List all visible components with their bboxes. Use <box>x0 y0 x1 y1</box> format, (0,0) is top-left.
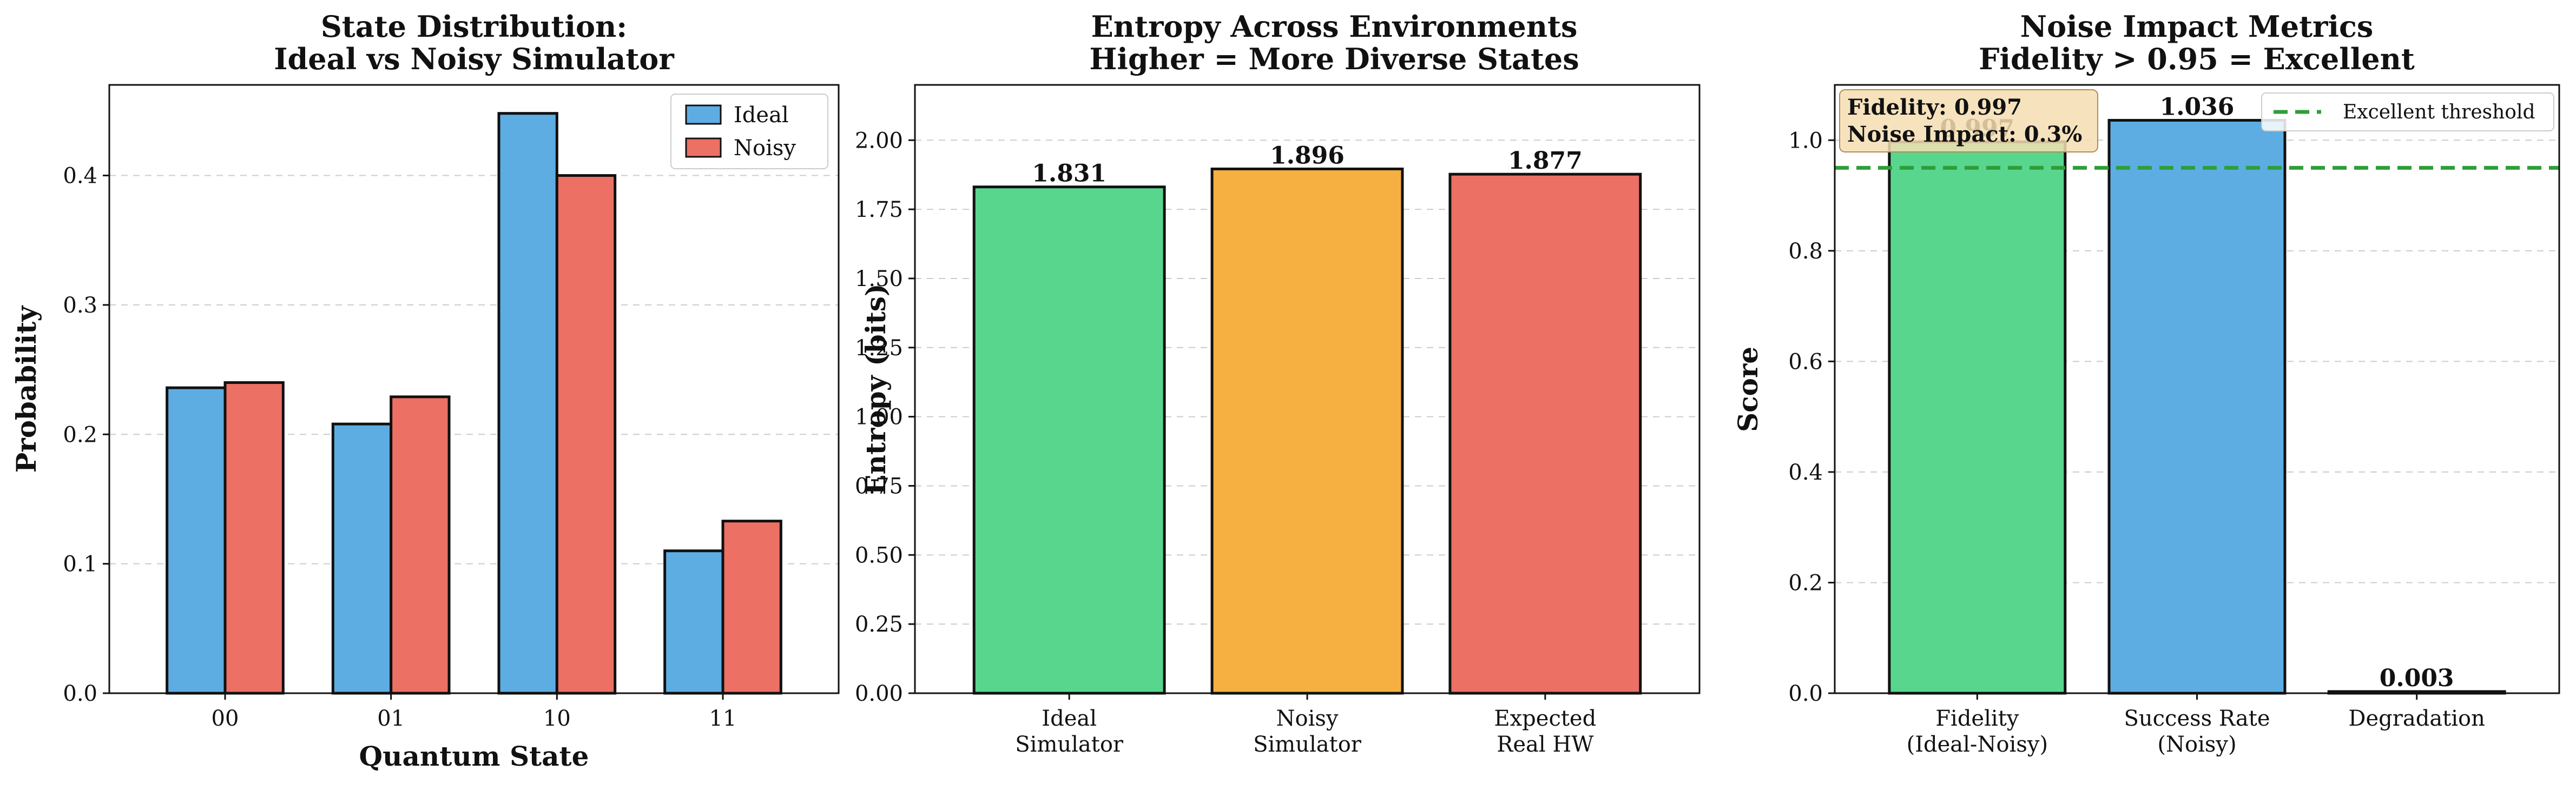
chart2-value-labels: 1.831 1.896 1.877 <box>1032 142 1582 187</box>
chart2-title-line1: Entropy Across Environments <box>1091 9 1578 44</box>
chart1-x-axis-label: Quantum State <box>359 740 589 772</box>
panel-entropy: Entropy Across Environments Higher = Mor… <box>855 9 1701 757</box>
chart1-legend-swatch-ideal <box>685 104 722 125</box>
chart1-x-tick-label-10: 10 <box>543 706 571 731</box>
chart3-y-tick-label: 0.0 <box>1788 681 1823 706</box>
bar-expected <box>1448 172 1642 695</box>
bar-noisy-01 <box>390 395 451 695</box>
panel-noise-impact: Noise Impact Metrics Fidelity > 0.95 = E… <box>1732 9 2560 757</box>
chart2-y-tick-label: 1.75 <box>855 197 903 222</box>
chart2-x-ticks: IdealSimulatorNoisySimulatorExpectedReal… <box>1015 693 1596 757</box>
chart2-y-tick-label: 1.00 <box>855 405 903 430</box>
chart2-y-tick-label: 2.00 <box>855 128 903 153</box>
chart2-bars <box>972 167 1642 695</box>
bar-ideal <box>972 185 1166 695</box>
value-label-degradation: 0.003 <box>2380 665 2454 692</box>
chart3-annotation-background <box>1839 89 2098 152</box>
chart1-x-tick-label-00: 00 <box>212 706 239 731</box>
chart1-legend: Ideal Noisy <box>670 94 828 169</box>
chart1-y-tick-label: 0.1 <box>63 552 97 577</box>
value-label-success-rate: 1.036 <box>2160 93 2235 121</box>
chart3-annotation-box: Fidelity: 0.997 Noise Impact: 0.3% <box>1839 89 2098 152</box>
bar-ideal-00 <box>166 386 227 695</box>
chart3-y-tick-label: 0.2 <box>1788 570 1823 595</box>
chart2-x-tick-label-expected-real-hw: Real HW <box>1497 732 1593 757</box>
bar-fidelity <box>1888 140 2067 695</box>
chart1-legend-label-ideal: Ideal <box>734 103 789 128</box>
chart2-y-tick-label: 0.25 <box>855 612 903 637</box>
chart2-y-tick-label: 0.50 <box>855 543 903 568</box>
bar-noisy <box>1210 167 1404 695</box>
chart3-x-tick-label-degradation: Degradation <box>2348 706 2485 731</box>
chart1-y-axis-label: Probability <box>10 305 42 473</box>
chart2-title-line2: Higher = More Diverse States <box>1089 42 1579 76</box>
chart3-y-tick-label: 0.6 <box>1788 349 1823 374</box>
chart1-legend-label-noisy: Noisy <box>734 136 796 161</box>
value-label-expected: 1.877 <box>1508 147 1583 175</box>
bar-ideal-10 <box>497 112 558 695</box>
chart3-annotation-noise-impact: Noise Impact: 0.3% <box>1847 122 2082 147</box>
chart2-x-tick-label-noisy-simulator: Noisy <box>1276 706 1339 731</box>
chart3-x-tick-label-fidelity-ideal-noisy: Fidelity <box>1935 706 2019 731</box>
chart1-y-tick-label: 0.4 <box>63 164 97 189</box>
bar-noisy-11 <box>721 520 782 695</box>
chart3-x-tick-label-success-rate-noisy: Success Rate <box>2124 706 2270 731</box>
chart2-y-ticks: 0.00 0.25 0.50 0.75 1.00 1.25 1.50 1.75 2.00 <box>855 128 915 706</box>
chart3-y-axis-label: Score <box>1732 347 1764 432</box>
chart2-y-axis-label: Entropy (bits) <box>860 283 892 495</box>
chart3-y-tick-label: 0.4 <box>1788 460 1823 485</box>
chart2-x-tick-label-expected-real-hw: Expected <box>1494 706 1596 731</box>
chart3-y-tick-label: 0.8 <box>1788 239 1823 264</box>
value-label-noisy: 1.896 <box>1270 142 1345 169</box>
panel-state-distribution: State Distribution: Ideal vs Noisy Simul… <box>10 9 840 772</box>
chart1-x-tick-label-11: 11 <box>709 706 737 731</box>
bar-ideal-11 <box>663 549 724 695</box>
chart1-y-tick-label: 0.2 <box>63 422 97 447</box>
chart3-x-ticks: Fidelity(Ideal-Noisy) Success Rate(Noisy)… <box>1907 693 2485 757</box>
bar-success-rate <box>2107 118 2287 695</box>
chart2-x-tick-label-noisy-simulator: Simulator <box>1253 732 1362 757</box>
chart2-y-tick-label: 1.25 <box>855 336 903 361</box>
chart2-x-tick-label-ideal-simulator: Simulator <box>1015 732 1124 757</box>
value-label-ideal: 1.831 <box>1032 160 1106 188</box>
bar-noisy-10 <box>555 174 617 695</box>
chart1-title-line2: Ideal vs Noisy Simulator <box>274 42 674 76</box>
chart1-x-ticks: 00 01 10 11 <box>212 693 737 731</box>
chart3-y-tick-label: 1.0 <box>1788 128 1823 153</box>
chart3-title-line2: Fidelity > 0.95 = Excellent <box>1979 42 2415 76</box>
chart2-y-tick-label: 1.50 <box>855 267 903 291</box>
bar-ideal-01 <box>331 422 393 695</box>
chart3-legend-label-threshold: Excellent threshold <box>2343 101 2535 123</box>
chart3-legend-box <box>2261 92 2554 131</box>
chart1-bars <box>166 112 782 695</box>
chart3-y-ticks: 0.0 0.2 0.4 0.6 0.8 1.0 <box>1788 128 1835 706</box>
chart3-annotation-fidelity: Fidelity: 0.997 <box>1847 95 2022 120</box>
chart1-title-line1: State Distribution: <box>321 9 627 44</box>
chart1-y-tick-label: 0.0 <box>63 681 97 706</box>
chart3-x-tick-label-success-rate-noisy: (Noisy) <box>2157 732 2236 757</box>
chart3-title-line1: Noise Impact Metrics <box>2020 9 2374 44</box>
chart1-y-ticks: 0.0 0.1 0.2 0.3 0.4 <box>63 164 109 706</box>
bar-noisy-00 <box>223 381 285 695</box>
chart2-y-tick-label: 0.75 <box>855 474 903 499</box>
chart3-legend: Excellent threshold <box>2261 92 2554 131</box>
chart1-x-tick-label-01: 01 <box>377 706 405 731</box>
chart2-y-tick-label: 0.00 <box>855 681 903 706</box>
chart2-x-tick-label-ideal-simulator: Ideal <box>1042 706 1097 731</box>
chart1-legend-swatch-noisy <box>685 137 722 158</box>
chart1-plot-area <box>108 84 840 694</box>
chart3-bars <box>1888 118 2506 695</box>
chart3-x-tick-label-fidelity-ideal-noisy: (Ideal-Noisy) <box>1907 732 2048 757</box>
chart1-y-tick-label: 0.3 <box>63 293 97 318</box>
